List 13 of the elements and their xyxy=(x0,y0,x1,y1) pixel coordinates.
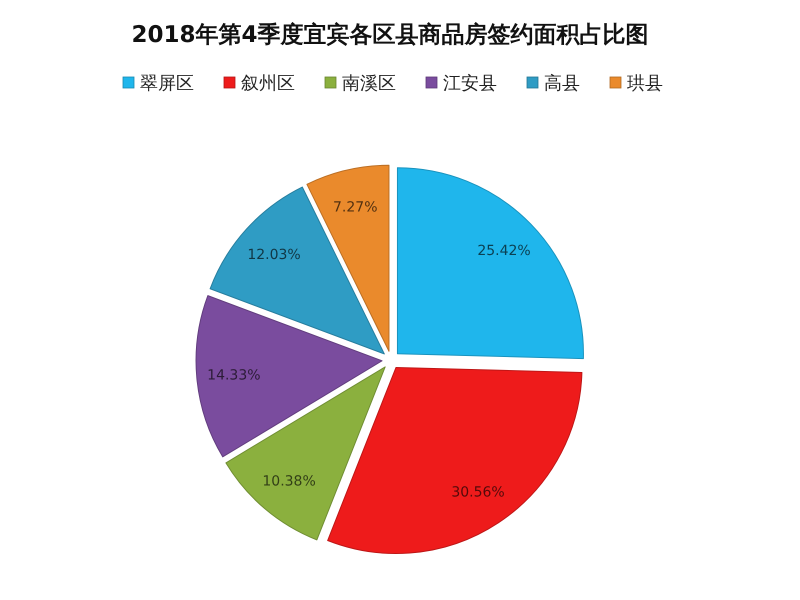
data-label: 7.27% xyxy=(333,199,378,216)
legend-label: 江安县 xyxy=(443,73,497,94)
data-label: 25.42% xyxy=(477,242,531,259)
data-label: 12.03% xyxy=(247,247,301,264)
data-label: 10.38% xyxy=(262,473,316,490)
data-label: 14.33% xyxy=(207,368,261,384)
legend-label: 翠屏区 xyxy=(140,73,194,94)
legend-label: 珙县 xyxy=(627,73,663,94)
legend-label: 高县 xyxy=(544,73,580,94)
legend-label: 叙州区 xyxy=(241,73,295,94)
legend-label: 南溪区 xyxy=(342,73,396,94)
chart-title: 2018年第4季度宜宾各区县商品房签约面积占比图 xyxy=(131,21,649,48)
data-label: 30.56% xyxy=(451,484,505,501)
